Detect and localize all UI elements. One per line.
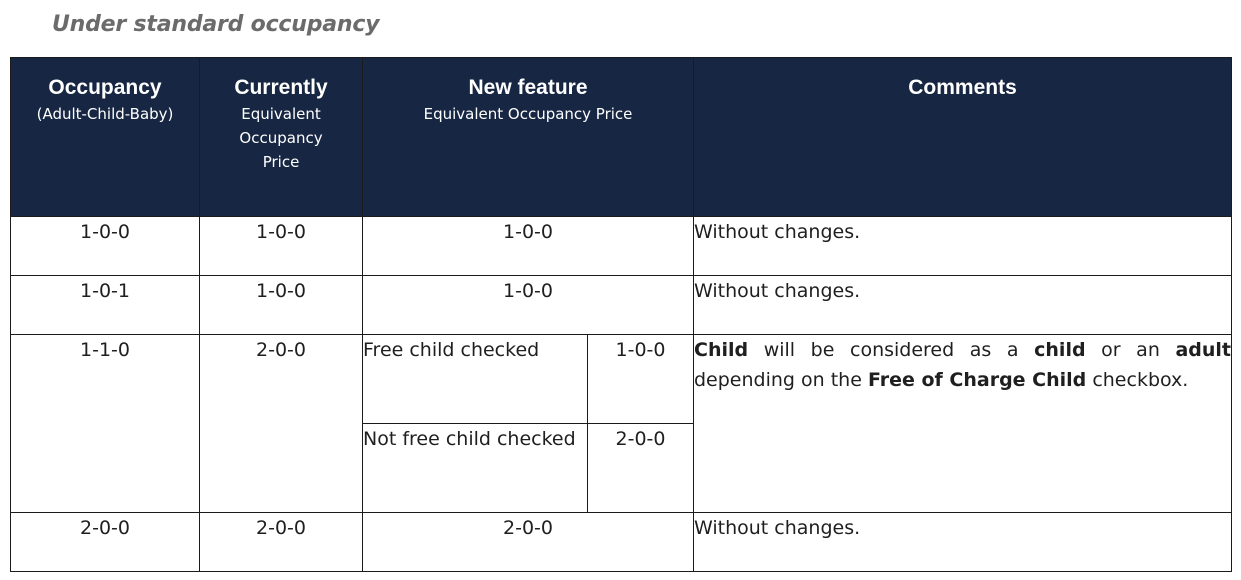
header-new-feature-sub: Equivalent Occupancy Price [423,105,633,123]
cell-comment: Without changes. [693,512,1232,572]
cell-comment: Child will be considered as a child or a… [693,334,1232,513]
comment-bold-child-2: child [1034,339,1086,361]
section-heading: Under standard occupancy [52,12,380,37]
header-comments-title: Comments [908,76,1017,99]
comment-text: or an [1085,339,1176,361]
header-new-feature: New feature Equivalent Occupancy Price [362,57,694,217]
cell-comment: Without changes. [693,216,1232,276]
table-row: 1-0-0 1-0-0 1-0-0 Without changes. [10,216,1232,276]
header-currently: Currently Equivalent Occupancy Price [199,57,363,217]
cell-option-label: Not free child checked [362,423,588,513]
header-occupancy: Occupancy (Adult-Child-Baby) [10,57,200,217]
table-header-row: Occupancy (Adult-Child-Baby) Currently E… [10,57,1232,217]
cell-new-feature: 1-0-0 [362,216,694,276]
cell-currently: 1-0-0 [199,216,363,276]
table-row: Not free child checked 2-0-0 [11,423,1232,513]
comment-text: will be considered as a [748,339,1035,361]
cell-option-value: 1-0-0 [587,334,694,424]
table-row: 1-0-1 1-0-0 1-0-0 Without changes. [10,275,1232,335]
cell-currently: 2-0-0 [199,512,363,572]
cell-comment: Without changes. [693,275,1232,335]
header-occupancy-sub: (Adult-Child-Baby) [36,105,174,123]
header-currently-title: Currently [234,76,328,99]
comment-bold-checkbox-name: Free of Charge Child [867,369,1087,391]
cell-currently: 1-0-0 [199,275,363,335]
cell-occupancy: 1-0-0 [10,216,200,276]
cell-occupancy: 1-0-1 [10,275,200,335]
cell-new-feature: 2-0-0 [362,512,694,572]
comment-bold-child: Child [694,339,749,361]
header-currently-sub: Equivalent Occupancy Price [239,105,323,171]
comment-text: checkbox. [1086,369,1189,391]
header-occupancy-title: Occupancy [48,76,162,99]
cell-new-feature: 1-0-0 [362,275,694,335]
header-new-feature-title: New feature [468,76,588,99]
occupancy-table: Occupancy (Adult-Child-Baby) Currently E… [10,57,1232,572]
cell-occupancy: 2-0-0 [10,512,200,572]
cell-option-label: Free child checked [362,334,588,424]
cell-option-value: 2-0-0 [587,423,694,513]
header-comments: Comments [693,57,1232,217]
comment-text: depending on the [694,369,868,391]
table-row: 2-0-0 2-0-0 2-0-0 Without changes. [10,512,1232,572]
cell-currently: 2-0-0 [199,334,363,513]
table-row: 1-1-0 2-0-0 Free child checked 1-0-0 Chi… [10,334,1232,513]
cell-occupancy: 1-1-0 [10,334,200,513]
comment-bold-adult: adult [1175,339,1231,361]
